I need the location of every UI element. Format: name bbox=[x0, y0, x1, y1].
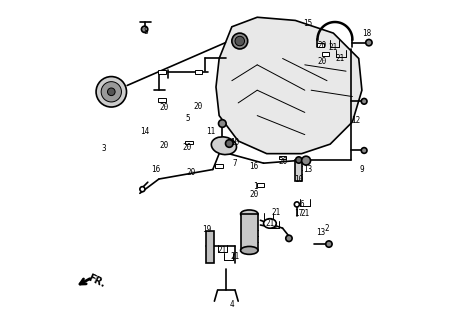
Circle shape bbox=[140, 187, 145, 192]
Ellipse shape bbox=[263, 219, 276, 228]
Text: 7: 7 bbox=[233, 159, 237, 168]
Text: 20: 20 bbox=[194, 101, 203, 111]
Text: 12: 12 bbox=[351, 116, 360, 125]
Text: 2: 2 bbox=[325, 224, 329, 233]
Text: 3: 3 bbox=[101, 144, 106, 153]
Text: 17: 17 bbox=[294, 209, 303, 219]
Bar bbox=[215, 164, 223, 168]
Text: 21: 21 bbox=[300, 209, 309, 219]
Text: 10: 10 bbox=[230, 138, 239, 147]
Ellipse shape bbox=[240, 246, 258, 254]
Text: 6: 6 bbox=[299, 200, 304, 209]
Circle shape bbox=[226, 140, 233, 147]
Text: 4: 4 bbox=[230, 300, 234, 309]
Circle shape bbox=[219, 120, 226, 127]
Text: 20: 20 bbox=[183, 143, 192, 152]
Circle shape bbox=[361, 99, 367, 104]
Text: 13: 13 bbox=[304, 165, 313, 174]
Circle shape bbox=[326, 241, 332, 247]
Text: 20: 20 bbox=[159, 103, 168, 112]
Text: 8: 8 bbox=[144, 27, 148, 36]
Text: 20: 20 bbox=[278, 157, 287, 166]
Bar bbox=[158, 98, 166, 102]
Ellipse shape bbox=[240, 210, 258, 218]
Text: 21: 21 bbox=[335, 54, 344, 63]
Circle shape bbox=[286, 235, 292, 242]
Text: 15: 15 bbox=[304, 19, 313, 28]
Text: 5: 5 bbox=[185, 114, 190, 123]
Text: 20: 20 bbox=[249, 190, 259, 199]
Text: 21: 21 bbox=[265, 219, 275, 228]
Bar bbox=[317, 43, 324, 47]
Bar bbox=[257, 183, 264, 187]
Text: 10: 10 bbox=[294, 174, 303, 184]
Text: 21: 21 bbox=[329, 43, 338, 52]
Text: 14: 14 bbox=[140, 127, 149, 136]
Text: 21: 21 bbox=[218, 246, 227, 255]
Bar bbox=[241, 214, 258, 251]
Circle shape bbox=[101, 82, 121, 102]
Circle shape bbox=[235, 36, 244, 46]
Circle shape bbox=[295, 157, 302, 163]
Circle shape bbox=[295, 202, 299, 207]
Text: 16: 16 bbox=[151, 165, 161, 174]
Bar bbox=[185, 141, 193, 144]
Bar bbox=[207, 231, 214, 263]
Circle shape bbox=[361, 148, 367, 153]
Text: 20: 20 bbox=[318, 41, 327, 50]
Bar bbox=[195, 70, 202, 74]
Bar bbox=[279, 156, 286, 159]
Text: 20: 20 bbox=[318, 57, 327, 66]
Circle shape bbox=[366, 39, 372, 46]
Circle shape bbox=[107, 88, 115, 96]
Bar bbox=[295, 160, 302, 180]
Circle shape bbox=[142, 26, 148, 32]
Text: 16: 16 bbox=[249, 162, 259, 171]
Text: 1: 1 bbox=[253, 182, 258, 191]
Circle shape bbox=[232, 33, 248, 49]
Circle shape bbox=[96, 76, 127, 107]
Text: 11: 11 bbox=[207, 127, 216, 136]
Bar bbox=[322, 52, 329, 56]
Circle shape bbox=[302, 156, 311, 165]
Polygon shape bbox=[216, 17, 362, 154]
Text: FR.: FR. bbox=[86, 273, 106, 290]
Text: 13: 13 bbox=[316, 228, 325, 237]
Text: 9: 9 bbox=[359, 165, 364, 174]
Text: 19: 19 bbox=[202, 225, 211, 234]
Text: 21: 21 bbox=[230, 252, 239, 261]
Text: 20: 20 bbox=[159, 141, 168, 150]
Text: 18: 18 bbox=[362, 28, 371, 38]
Text: 20: 20 bbox=[186, 168, 195, 177]
Text: 21: 21 bbox=[272, 208, 281, 217]
Ellipse shape bbox=[212, 137, 236, 155]
Bar bbox=[158, 70, 166, 74]
